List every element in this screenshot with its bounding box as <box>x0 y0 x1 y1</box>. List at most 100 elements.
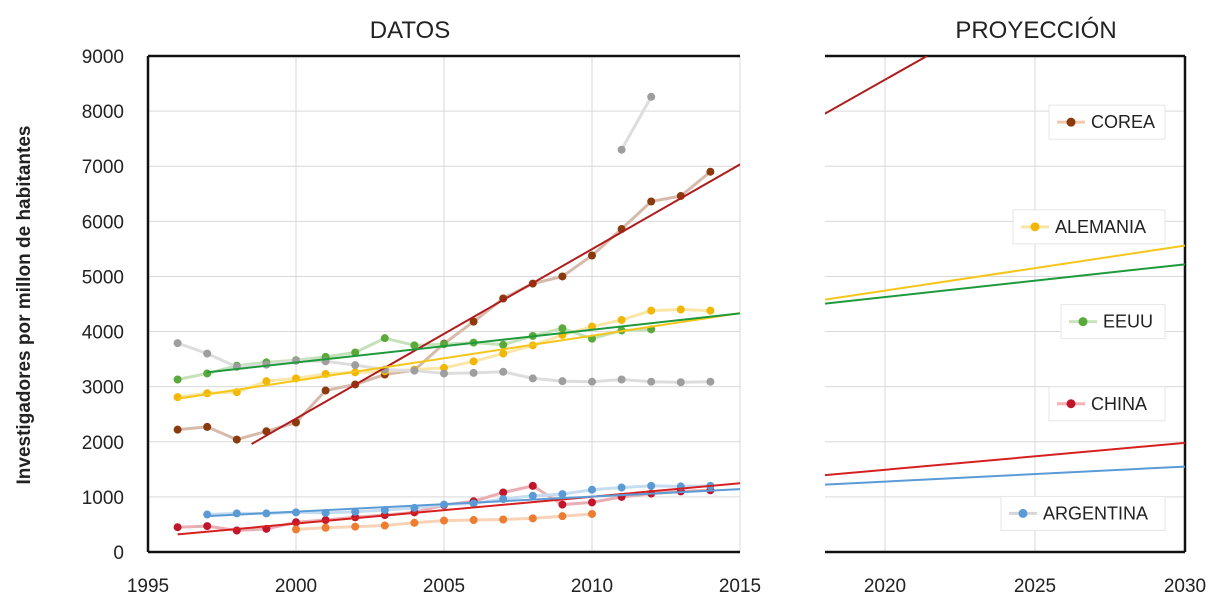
grid <box>147 55 1186 553</box>
trendline <box>251 163 740 445</box>
data-point <box>499 515 508 524</box>
legend-item: ARGENTINA <box>1000 495 1166 531</box>
panel-title-datos: DATOS <box>370 17 450 44</box>
legend: COREA ALEMANIA EEUU CHINA ARGENTINA <box>1000 104 1166 531</box>
data-point <box>380 521 389 530</box>
panel-title-proyeccion: PROYECCIÓN <box>955 17 1116 44</box>
data-point <box>351 361 360 370</box>
data-point <box>499 488 508 497</box>
y-tick-label: 0 <box>113 543 124 564</box>
data-point <box>203 510 212 519</box>
data-point <box>410 366 419 375</box>
data-point <box>617 315 626 324</box>
trendlines-datos <box>177 163 740 536</box>
data-point <box>410 341 419 350</box>
data-point <box>558 272 567 281</box>
trendline <box>207 312 740 374</box>
legend-swatch-marker <box>1030 222 1040 232</box>
data-point <box>588 251 596 260</box>
data-point <box>410 518 419 527</box>
data-point <box>588 377 596 386</box>
y-tick-label: 4000 <box>82 323 124 344</box>
legend-label: COREA <box>1091 112 1155 132</box>
data-point <box>588 498 596 507</box>
y-tick-label: 5000 <box>82 267 124 288</box>
trendline <box>825 244 1185 301</box>
trendline <box>825 263 1185 305</box>
trendline <box>825 441 1185 477</box>
data-point <box>469 516 478 525</box>
data-point <box>321 523 330 532</box>
legend-swatch-marker <box>1078 317 1088 327</box>
legend-swatch-marker <box>1066 399 1076 409</box>
data-point <box>173 393 182 402</box>
data-point <box>203 369 212 378</box>
data-point <box>203 349 212 358</box>
data-point <box>528 481 537 490</box>
data-point <box>440 363 448 372</box>
data-point <box>351 348 360 357</box>
data-point <box>558 490 567 499</box>
data-point <box>499 367 508 376</box>
trendlines-proyeccion <box>825 56 1185 486</box>
data-point <box>469 357 478 366</box>
y-tick-label: 6000 <box>82 212 124 233</box>
y-tick-label: 7000 <box>82 157 124 178</box>
data-point <box>528 491 537 500</box>
x-tick-label: 2025 <box>1014 576 1056 597</box>
data-point <box>676 305 685 314</box>
axes: 0 1000 2000 3000 4000 5000 6000 7000 8000 9000 199… <box>82 47 1206 597</box>
y-tick-label: 2000 <box>82 433 124 454</box>
legend-item: CHINA <box>1048 386 1166 422</box>
data-point <box>588 509 596 518</box>
x-tick-label: 2000 <box>275 576 317 597</box>
data-point <box>676 378 685 387</box>
data-point <box>173 339 182 348</box>
data-point <box>173 375 182 384</box>
data-point <box>440 369 448 378</box>
legend-label: EEUU <box>1103 312 1153 332</box>
data-point <box>706 306 715 315</box>
data-point <box>558 500 567 509</box>
y-axis-label: Investigadores por millon de habitantes <box>14 126 35 485</box>
data-point <box>647 306 656 315</box>
data-point <box>617 483 626 492</box>
x-tick-label: 2030 <box>1164 576 1206 597</box>
x-tick-label: 2005 <box>423 576 465 597</box>
y-tick-label: 9000 <box>82 47 124 68</box>
data-point <box>173 523 182 532</box>
data-point <box>528 514 537 523</box>
data-point <box>647 92 656 101</box>
data-point <box>292 525 300 534</box>
trendline <box>177 312 740 400</box>
data-point <box>706 377 715 386</box>
data-point <box>232 435 241 444</box>
x-tick-label: 2015 <box>719 576 761 597</box>
data-point <box>203 422 212 431</box>
legend-label: ALEMANIA <box>1055 217 1146 237</box>
x-tick-label: 2020 <box>864 576 906 597</box>
data-point <box>203 522 212 531</box>
data-point <box>440 516 448 525</box>
data-point <box>380 334 389 343</box>
data-series <box>173 92 715 535</box>
legend-label: ARGENTINA <box>1043 503 1148 523</box>
data-point <box>617 145 626 154</box>
data-point <box>232 509 241 518</box>
trendline <box>177 482 740 536</box>
plot-area <box>173 56 1185 536</box>
data-point <box>499 349 508 358</box>
legend-swatch-marker <box>1066 117 1076 127</box>
data-point <box>351 507 360 516</box>
trendline <box>825 465 1185 486</box>
legend-item: ALEMANIA <box>1012 209 1166 245</box>
series-line <box>620 96 653 151</box>
y-tick-label: 8000 <box>82 102 124 123</box>
data-point <box>558 377 567 386</box>
trendline <box>207 488 740 518</box>
data-point <box>469 317 478 326</box>
y-tick-label: 1000 <box>82 488 124 509</box>
legend-item: COREA <box>1048 104 1166 140</box>
data-point <box>499 340 508 349</box>
